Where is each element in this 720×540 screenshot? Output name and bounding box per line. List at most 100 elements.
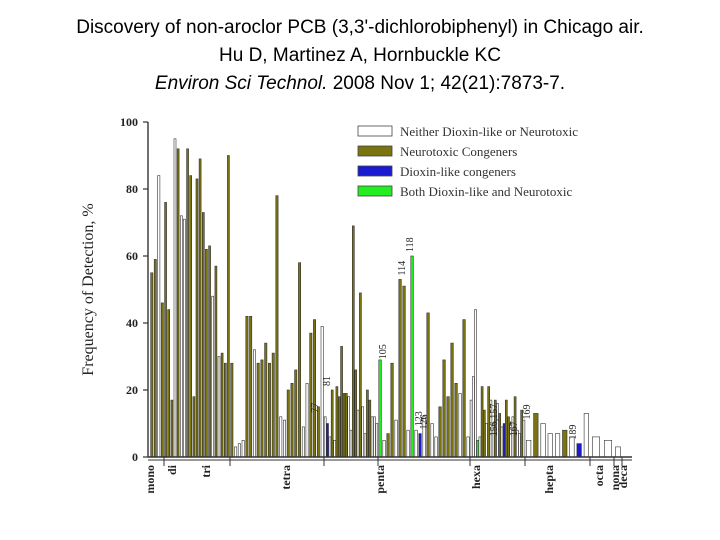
bar-penta-7 <box>402 285 406 458</box>
citation-title: Discovery of non-aroclor PCB (3,3'-dichl… <box>76 17 644 38</box>
bar-tri-12 <box>271 352 275 458</box>
legend-label-4: Both Dioxin-like and Neurotoxic <box>400 184 572 199</box>
bar-tetra-9 <box>342 393 346 458</box>
bar-hexa-4 <box>476 439 480 458</box>
bar-tetra-19 <box>366 389 369 458</box>
bar-tetra-6 <box>335 386 339 458</box>
bar-tetra-5 <box>333 439 336 458</box>
bar-hexa-7 <box>482 409 486 458</box>
annotation-77: 77 <box>310 403 321 413</box>
bar-di-14 <box>205 249 208 458</box>
bar-hexa-17 <box>504 399 508 458</box>
y-axis-title: Frequency of Detection, % <box>80 203 97 375</box>
bar-di-21 <box>227 155 230 458</box>
bar-tri-17 <box>290 382 294 458</box>
annotation-123: 123 <box>414 411 425 426</box>
group-label-mono: mono <box>143 465 157 494</box>
bar-octa-2 <box>603 439 612 458</box>
y-tick-label-40: 40 <box>126 316 138 330</box>
bar-tri-16 <box>286 389 290 458</box>
bar-hexa-8 <box>485 423 488 458</box>
annotation-169: 169 <box>522 405 533 420</box>
bar-hexa-16 <box>502 423 506 458</box>
bar-penta-11 <box>418 433 422 458</box>
group-label-tri: tri <box>199 464 213 477</box>
bar-hepta-9 <box>583 413 589 458</box>
group-label-di: di <box>165 464 179 475</box>
legend-swatch-2 <box>357 145 393 157</box>
bar-di-1 <box>164 202 167 458</box>
bar-tri-1 <box>230 362 234 458</box>
bar-tri-23 <box>313 319 316 458</box>
bar-tetra-10 <box>344 393 348 458</box>
bar-hexa-1 <box>469 399 473 458</box>
annotation-156-157: 156,157 <box>489 404 500 437</box>
bar-nona-1 <box>615 446 621 458</box>
bar-hepta-3 <box>540 423 546 458</box>
citation-journal: Environ Sci Technol. <box>154 73 328 94</box>
citation-authors: Hu D, Martinez A, Hornbuckle KC <box>219 45 501 66</box>
bar-penta-9 <box>410 255 414 458</box>
bar-penta-2 <box>382 439 386 458</box>
group-label-hexa: hexa <box>469 465 483 489</box>
bar-tetra-17 <box>361 406 365 458</box>
bar-penta-21 <box>458 393 462 458</box>
y-tick-label-100: 100 <box>120 115 138 129</box>
bar-tri-7 <box>253 349 256 458</box>
bar-tri-15 <box>283 419 286 458</box>
bar-hexa-15 <box>500 426 504 458</box>
bar-tetra-8 <box>340 346 343 458</box>
bar-tetra-14 <box>354 369 358 458</box>
annotation-167: 167 <box>509 421 520 436</box>
annotation-114: 114 <box>397 261 408 276</box>
bar-hepta-4 <box>547 433 553 458</box>
bar-di-2 <box>167 309 170 458</box>
bar-di-11 <box>195 178 199 458</box>
bar-di-3 <box>170 399 174 458</box>
bar-di-12 <box>198 158 202 458</box>
bar-hexa-6 <box>480 386 484 458</box>
bar-mono-1 <box>150 272 154 458</box>
bar-tri-11 <box>267 362 271 458</box>
bar-di-6 <box>180 215 183 458</box>
group-label-hepta: hepta <box>542 465 556 494</box>
bar-tetra-12 <box>349 429 353 458</box>
bar-hepta-6 <box>562 429 568 458</box>
bar-octa-1 <box>591 436 600 458</box>
bar-penta-10 <box>414 429 418 458</box>
bar-mono-3 <box>157 175 161 458</box>
bar-tetra-23 <box>375 423 379 458</box>
legend-label-1: Neither Dioxin-like or Neurotoxic <box>400 124 578 139</box>
y-tick-label-80: 80 <box>126 182 138 196</box>
bar-tri-25 <box>320 326 324 458</box>
bar-penta-5 <box>394 419 398 458</box>
bar-penta-19 <box>450 342 454 458</box>
bar-di-5 <box>176 148 180 458</box>
bar-hepta-1 <box>526 439 532 458</box>
bar-hexa-2 <box>471 376 475 458</box>
bar-di-16 <box>211 295 214 458</box>
bar-tetra-11 <box>347 396 351 458</box>
group-label-tetra: tetra <box>279 465 293 490</box>
bar-tri-18 <box>294 369 298 458</box>
axes-layer: 0 20 40 60 80 100 Frequency of Detection, % mon… <box>80 115 632 494</box>
bar-tri-3 <box>237 443 241 458</box>
bars-layer <box>150 138 621 458</box>
bar-di-15 <box>208 245 211 458</box>
bar-hepta-2 <box>533 413 539 458</box>
bar-di-17 <box>214 265 218 458</box>
bar-hepta-8 <box>576 443 582 458</box>
bar-penta-13 <box>426 312 430 458</box>
bar-penta-17 <box>442 359 446 458</box>
bar-tri-14 <box>279 416 283 458</box>
bar-di-20 <box>224 362 227 458</box>
group-label-deca: deca <box>616 465 630 488</box>
bar-di-4 <box>173 138 177 458</box>
bar-tetra-7 <box>337 396 341 458</box>
annotation-126: 126 <box>419 415 430 430</box>
bar-penta-1 <box>378 359 382 458</box>
group-label-octa: octa <box>592 465 606 486</box>
bar-tri-6 <box>249 315 253 458</box>
bar-tri-9 <box>260 359 264 458</box>
bar-di-10 <box>192 396 196 458</box>
